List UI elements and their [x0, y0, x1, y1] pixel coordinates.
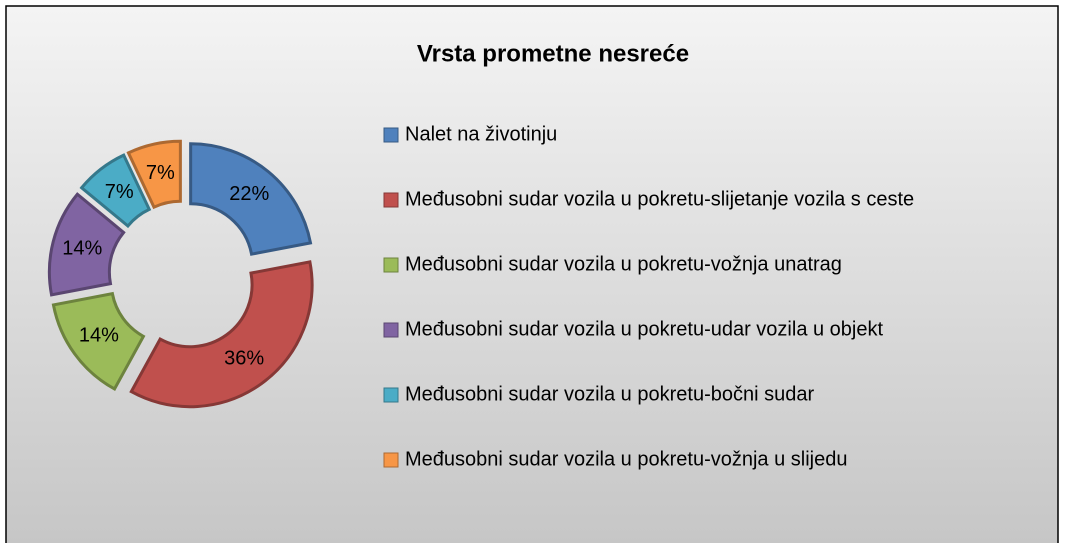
- legend-label: Međusobni sudar vozila u pokretu-udar vo…: [405, 318, 883, 340]
- chart-area: [5, 5, 1059, 543]
- data-label: 7%: [146, 162, 175, 184]
- legend-label: Međusobni sudar vozila u pokretu-vožnja …: [405, 448, 847, 470]
- data-label: 22%: [229, 183, 269, 205]
- donut-slice: [189, 142, 313, 256]
- donut-slice: [129, 260, 314, 409]
- legend-label: Nalet na životinju: [405, 123, 557, 145]
- legend-swatch: [383, 192, 399, 208]
- chart-title: Vrsta prometne nesreće: [417, 40, 689, 67]
- data-label: 7%: [105, 181, 134, 203]
- data-label: 14%: [62, 237, 102, 259]
- legend-swatch: [383, 322, 399, 338]
- legend-swatch: [383, 127, 399, 143]
- legend-swatch: [383, 452, 399, 468]
- donut-slice: [47, 192, 126, 297]
- data-label: 14%: [79, 324, 119, 346]
- legend-label: Međusobni sudar vozila u pokretu-slijeta…: [405, 188, 914, 210]
- legend-label: Međusobni sudar vozila u pokretu-bočni s…: [405, 383, 814, 405]
- data-label: 36%: [224, 347, 264, 369]
- donut-slice: [126, 139, 182, 210]
- donut-slice: [79, 153, 152, 229]
- legend-label: Međusobni sudar vozila u pokretu-vožnja …: [405, 253, 842, 275]
- legend-swatch: [383, 257, 399, 273]
- donut-slice: [51, 291, 146, 392]
- legend-swatch: [383, 387, 399, 403]
